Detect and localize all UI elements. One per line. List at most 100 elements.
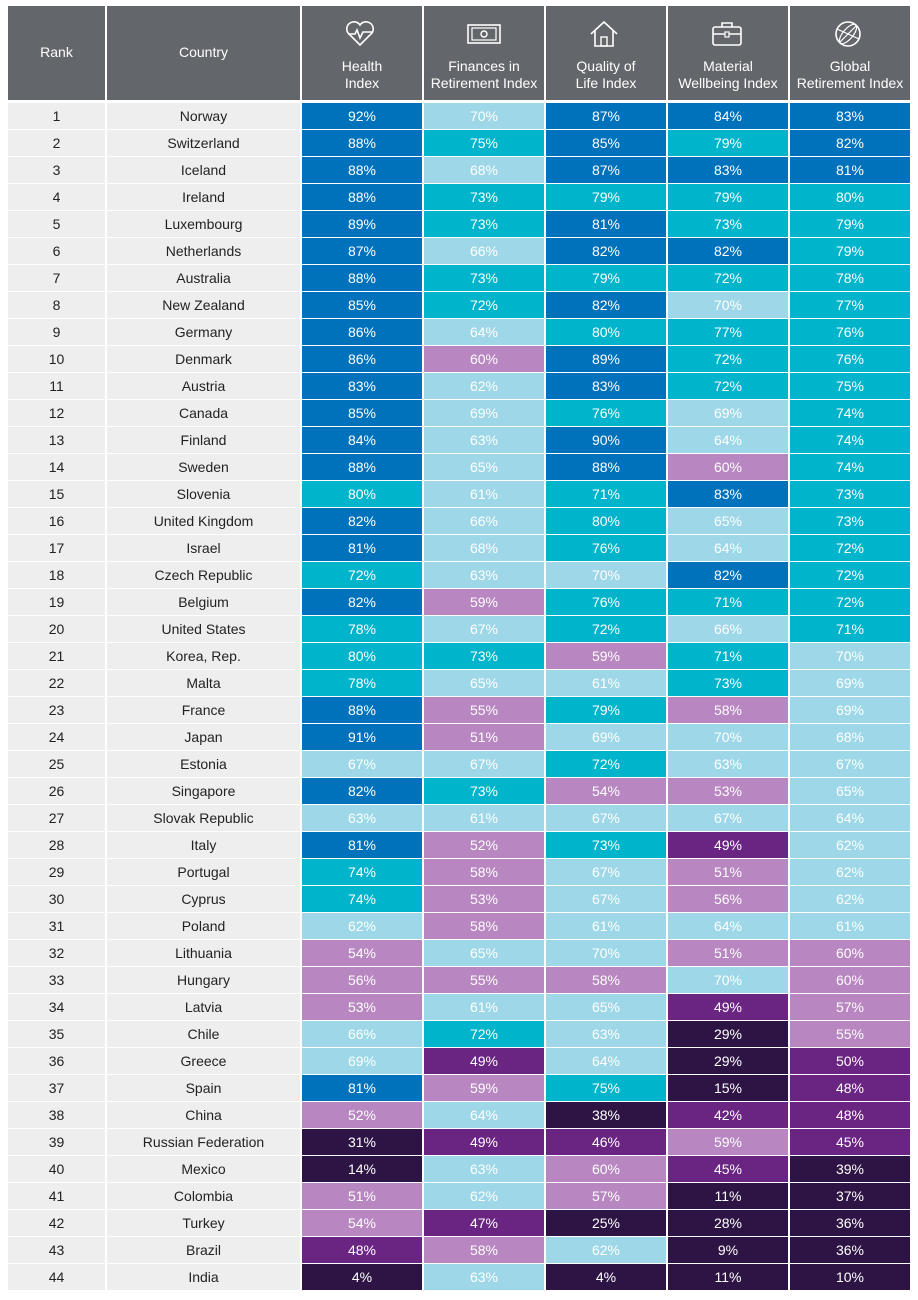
score-cell: 49% (424, 1129, 544, 1155)
score-cell: 79% (668, 130, 788, 156)
rank-cell: 20 (8, 616, 105, 642)
rank-cell: 14 (8, 454, 105, 480)
rank-cell: 22 (8, 670, 105, 696)
score-cell: 83% (302, 373, 422, 399)
score-cell: 48% (790, 1102, 910, 1128)
score-cell: 79% (790, 238, 910, 264)
score-cell: 68% (424, 157, 544, 183)
score-cell: 51% (424, 724, 544, 750)
score-cell: 72% (668, 346, 788, 372)
header-cell: Quality of Life Index (546, 6, 666, 100)
score-cell: 67% (790, 751, 910, 777)
header-cell: Rank (8, 6, 105, 100)
header-label: Life Index (575, 75, 637, 91)
country-cell: Russian Federation (107, 1129, 300, 1155)
score-cell: 59% (424, 1075, 544, 1101)
rank-cell: 34 (8, 994, 105, 1020)
score-cell: 49% (668, 832, 788, 858)
country-cell: Poland (107, 913, 300, 939)
score-cell: 63% (302, 805, 422, 831)
country-cell: Slovak Republic (107, 805, 300, 831)
score-cell: 55% (424, 697, 544, 723)
score-cell: 72% (790, 535, 910, 561)
score-cell: 86% (302, 319, 422, 345)
score-cell: 90% (546, 427, 666, 453)
rank-cell: 44 (8, 1264, 105, 1290)
score-cell: 56% (668, 886, 788, 912)
rank-cell: 38 (8, 1102, 105, 1128)
score-cell: 82% (302, 589, 422, 615)
score-cell: 10% (790, 1264, 910, 1290)
rank-cell: 8 (8, 292, 105, 318)
score-cell: 37% (790, 1183, 910, 1209)
score-cell: 45% (668, 1156, 788, 1182)
score-cell: 85% (302, 400, 422, 426)
score-cell: 76% (790, 319, 910, 345)
country-cell: Portugal (107, 859, 300, 885)
score-cell: 60% (546, 1156, 666, 1182)
score-cell: 50% (790, 1048, 910, 1074)
country-cell: Hungary (107, 967, 300, 993)
score-cell: 72% (790, 562, 910, 588)
rank-cell: 6 (8, 238, 105, 264)
rank-cell: 2 (8, 130, 105, 156)
score-cell: 73% (546, 832, 666, 858)
score-cell: 73% (668, 211, 788, 237)
score-cell: 42% (668, 1102, 788, 1128)
header-label: Retirement Index (796, 75, 904, 91)
score-cell: 80% (790, 184, 910, 210)
rank-cell: 35 (8, 1021, 105, 1047)
score-cell: 73% (424, 184, 544, 210)
score-cell: 59% (668, 1129, 788, 1155)
score-cell: 80% (302, 481, 422, 507)
score-cell: 73% (424, 778, 544, 804)
score-cell: 79% (546, 697, 666, 723)
score-cell: 88% (302, 184, 422, 210)
score-cell: 67% (546, 886, 666, 912)
country-cell: Brazil (107, 1237, 300, 1263)
score-cell: 58% (668, 697, 788, 723)
score-cell: 72% (790, 589, 910, 615)
score-cell: 88% (302, 130, 422, 156)
score-cell: 39% (790, 1156, 910, 1182)
score-cell: 83% (790, 103, 910, 129)
score-cell: 91% (302, 724, 422, 750)
country-cell: Ireland (107, 184, 300, 210)
rank-cell: 13 (8, 427, 105, 453)
score-cell: 78% (302, 670, 422, 696)
score-cell: 76% (546, 400, 666, 426)
score-cell: 74% (790, 427, 910, 453)
header-cell: Material Wellbeing Index (668, 6, 788, 100)
country-cell: Australia (107, 265, 300, 291)
score-cell: 79% (546, 265, 666, 291)
score-cell: 82% (546, 292, 666, 318)
rank-cell: 9 (8, 319, 105, 345)
score-cell: 82% (302, 778, 422, 804)
score-cell: 68% (790, 724, 910, 750)
score-cell: 64% (424, 1102, 544, 1128)
country-cell: Netherlands (107, 238, 300, 264)
score-cell: 57% (546, 1183, 666, 1209)
score-cell: 72% (424, 292, 544, 318)
score-cell: 62% (790, 886, 910, 912)
score-cell: 75% (790, 373, 910, 399)
score-cell: 81% (546, 211, 666, 237)
score-cell: 63% (424, 562, 544, 588)
rank-cell: 42 (8, 1210, 105, 1236)
country-cell: New Zealand (107, 292, 300, 318)
score-cell: 36% (790, 1237, 910, 1263)
country-cell: Czech Republic (107, 562, 300, 588)
score-cell: 66% (302, 1021, 422, 1047)
score-cell: 66% (668, 616, 788, 642)
header-icon (835, 21, 861, 47)
score-cell: 78% (302, 616, 422, 642)
score-cell: 65% (424, 940, 544, 966)
score-cell: 14% (302, 1156, 422, 1182)
score-cell: 53% (302, 994, 422, 1020)
score-cell: 81% (790, 157, 910, 183)
score-cell: 38% (546, 1102, 666, 1128)
score-cell: 60% (424, 346, 544, 372)
score-cell: 76% (546, 589, 666, 615)
score-cell: 85% (302, 292, 422, 318)
score-cell: 29% (668, 1048, 788, 1074)
